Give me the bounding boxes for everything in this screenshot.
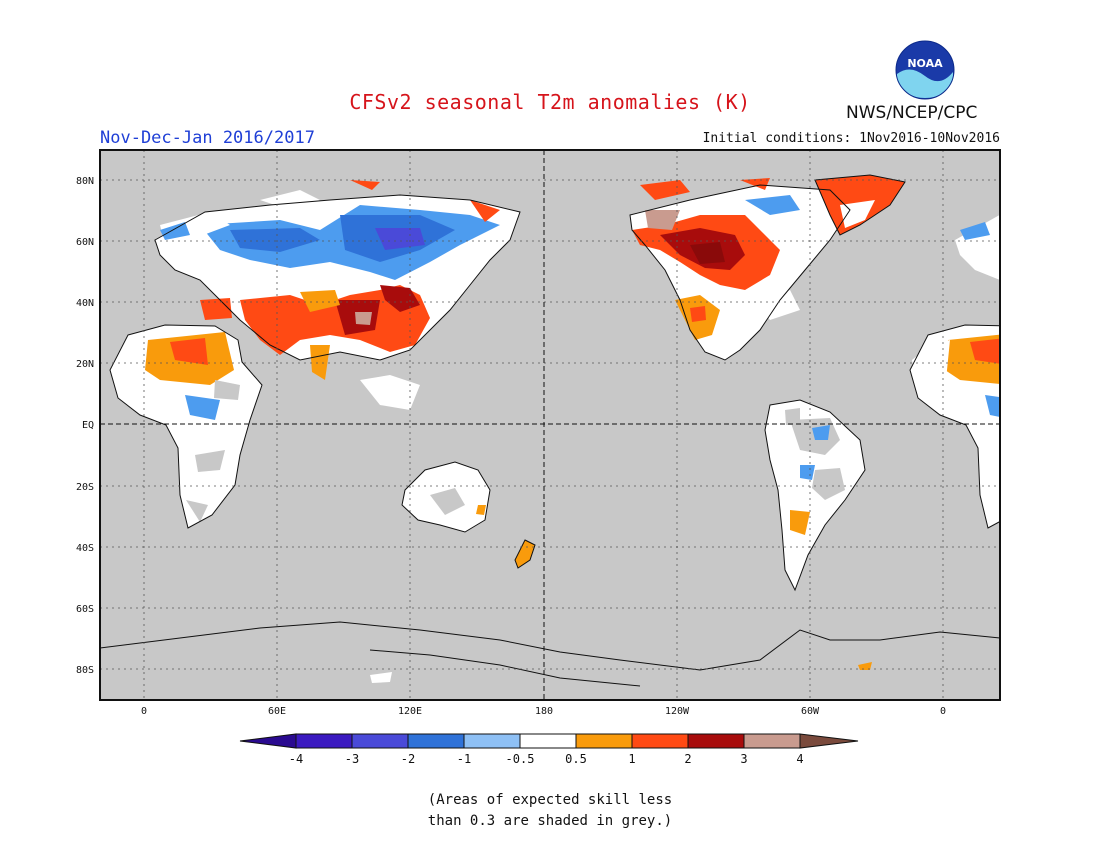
lat-label: 80S xyxy=(76,665,94,676)
lon-label: 120W xyxy=(665,706,690,717)
agency-label: NWS/NCEP/CPC xyxy=(846,103,978,123)
colorbar-swatch xyxy=(351,733,409,749)
colorbar-label: 3 xyxy=(740,752,747,766)
colorbar-label: -3 xyxy=(345,752,359,766)
colorbar-label: 2 xyxy=(684,752,691,766)
lat-label: 40N xyxy=(76,298,94,309)
colorbar-swatch xyxy=(743,733,801,749)
colorbar-swatch xyxy=(407,733,465,749)
colorbar-swatch xyxy=(687,733,745,749)
colorbar-label: 4 xyxy=(796,752,803,766)
svg-text:NOAA: NOAA xyxy=(907,57,943,70)
lat-label: 20S xyxy=(76,482,94,493)
graticule xyxy=(100,150,1000,700)
lat-label: 80N xyxy=(76,176,94,187)
initial-conditions: Initial conditions: 1Nov2016-10Nov2016 xyxy=(702,131,1000,146)
colorbar xyxy=(239,733,859,749)
lon-label: 0 xyxy=(940,706,946,717)
colorbar-swatch xyxy=(295,733,353,749)
colorbar-swatch xyxy=(519,733,577,749)
forecast-period: Nov-Dec-Jan 2016/2017 xyxy=(100,128,315,148)
colorbar-label: -1 xyxy=(457,752,471,766)
noaa-logo: NOAA xyxy=(895,40,955,100)
colorbar-over-arrow xyxy=(799,733,859,749)
lat-label: 20N xyxy=(76,359,94,370)
lon-label: 60E xyxy=(268,706,286,717)
footnote-line-2: than 0.3 are shaded in grey.) xyxy=(427,813,673,829)
lon-label: 60W xyxy=(801,706,820,717)
colorbar-under-arrow xyxy=(239,733,297,749)
map-frame xyxy=(99,149,1001,701)
colorbar-swatch xyxy=(463,733,521,749)
coastlines xyxy=(100,174,1000,687)
lat-label: 60S xyxy=(76,604,94,615)
colorbar-label: 1 xyxy=(628,752,635,766)
lat-label: 40S xyxy=(76,543,94,554)
colorbar-label: -4 xyxy=(289,752,303,766)
colorbar-label: 0.5 xyxy=(565,752,587,766)
colorbar-label: -2 xyxy=(401,752,415,766)
lon-label: 0 xyxy=(141,706,147,717)
anomaly-shading xyxy=(110,175,1000,683)
colorbar-label: -0.5 xyxy=(506,752,535,766)
lon-label: 120E xyxy=(398,706,422,717)
footnote-line-1: (Areas of expected skill less xyxy=(427,792,673,808)
lon-label: 180 xyxy=(535,706,553,717)
map-title: CFSv2 seasonal T2m anomalies (K) xyxy=(349,90,751,114)
colorbar-swatch xyxy=(631,733,689,749)
lat-label: 60N xyxy=(76,237,94,248)
lat-label: EQ xyxy=(82,420,94,431)
colorbar-swatch xyxy=(575,733,633,749)
